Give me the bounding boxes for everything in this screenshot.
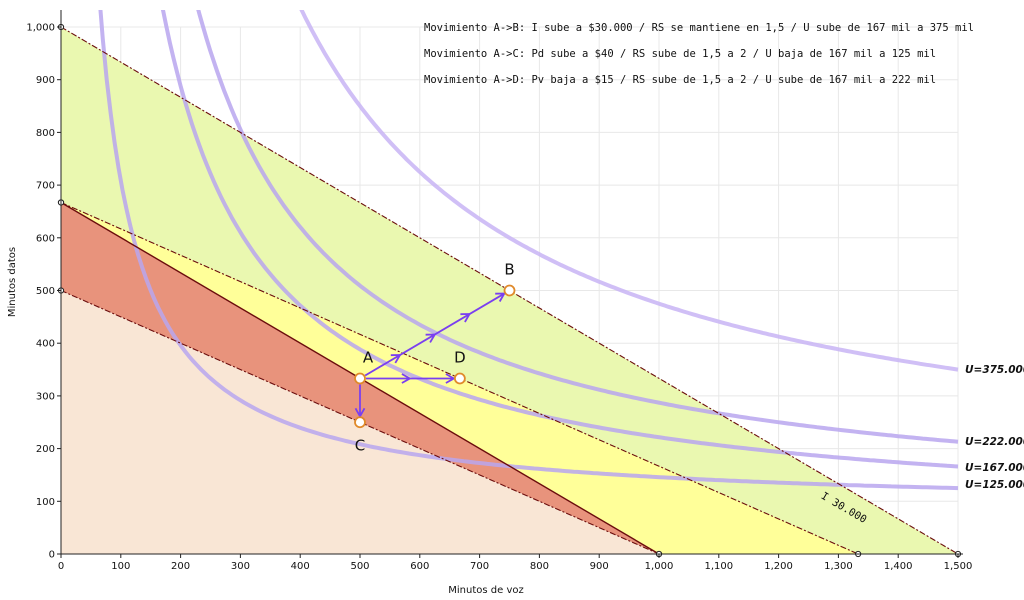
arrow-head [425, 333, 436, 343]
y-tick-label: 1,000 [26, 23, 55, 34]
points [354, 284, 516, 429]
indifference-curves [98, 10, 959, 491]
x-tick-label: 0 [58, 561, 64, 572]
y-tick-label: 400 [36, 339, 55, 350]
indifference-curve [98, 10, 959, 491]
point-c [354, 416, 366, 429]
x-tick-label: 200 [171, 561, 190, 572]
x-tick-label: 1,400 [884, 561, 913, 572]
arrow-head [460, 313, 471, 323]
x-tick-label: 300 [231, 561, 250, 572]
curve-label: U=167.000 [965, 462, 1024, 474]
y-tick-label: 200 [36, 444, 55, 455]
curve-label: U=222.000 [965, 436, 1024, 448]
x-axis-label: Minutos de voz [448, 585, 523, 596]
point-label-d: D [454, 349, 466, 367]
x-tick-label: 1,100 [704, 561, 733, 572]
x-tick-label: 1,300 [824, 561, 853, 572]
point-a [354, 372, 366, 385]
annotation-a-b: Movimiento A->B: I sube a $30.000 / RS s… [424, 22, 974, 34]
arrow-head [354, 407, 366, 418]
y-axis-label: Minutos datos [7, 247, 18, 317]
point-b [503, 284, 516, 297]
x-tick-label: 1,200 [764, 561, 793, 572]
annotation-a-d: Movimiento A->D: Pv baja a $15 / RS sube… [424, 74, 936, 86]
indifference-curve [160, 10, 959, 469]
arrow-head [495, 292, 506, 302]
indifference-curve [299, 10, 959, 372]
y-tick-label: 600 [36, 233, 55, 244]
y-tick-label: 300 [36, 391, 55, 402]
movement-arrows [354, 292, 506, 418]
y-tick-label: 800 [36, 128, 55, 139]
y-tick-label: 500 [36, 286, 55, 297]
x-tick-label: 700 [470, 561, 489, 572]
x-tick-label: 400 [291, 561, 310, 572]
x-tick-label: 1,000 [645, 561, 674, 572]
curve-label: U=375.000 [965, 364, 1024, 376]
axes: 0 100 200 300 400 500 600 700 800 900 1,000 1,100 1,… [26, 10, 972, 572]
indifference-curve [196, 10, 959, 444]
point-label-a: A [363, 349, 374, 367]
y-tick-label: 0 [49, 550, 55, 561]
x-tick-label: 600 [410, 561, 429, 572]
arrow-head [401, 373, 411, 384]
y-tick-label: 100 [36, 497, 55, 508]
y-tick-label: 900 [36, 75, 55, 86]
arrow-head [445, 373, 455, 384]
point-label-b: B [504, 261, 514, 279]
annotation-a-c: Movimiento A->C: Pd sube a $40 / RS sube… [424, 48, 936, 60]
curve-label: U=125.000 [965, 479, 1024, 491]
x-tick-label: 100 [111, 561, 130, 572]
y-tick-label: 700 [36, 181, 55, 192]
x-tick-label: 800 [530, 561, 549, 572]
x-tick-label: 900 [590, 561, 609, 572]
x-tick-label: 500 [350, 561, 369, 572]
x-tick-label: 1,500 [944, 561, 973, 572]
point-label-c: C [355, 436, 365, 454]
arrow-head [390, 354, 401, 364]
point-d [453, 372, 466, 385]
